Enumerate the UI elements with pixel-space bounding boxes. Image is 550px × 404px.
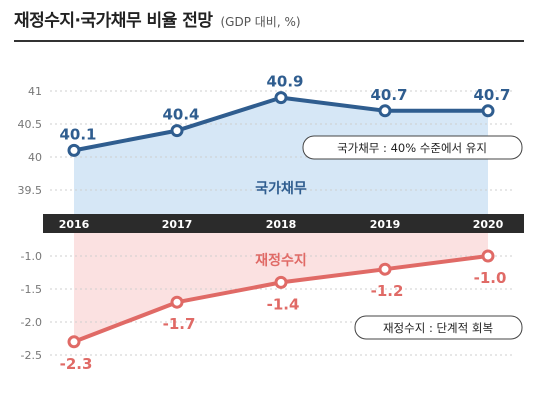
debt-data-label: 40.7 bbox=[473, 86, 510, 104]
balance-data-point bbox=[481, 249, 495, 263]
debt-data-label: 40.9 bbox=[266, 73, 303, 91]
debt-data-point bbox=[67, 143, 81, 157]
chart-subtitle: (GDP 대비, %) bbox=[220, 15, 301, 29]
debt-data-label: 40.7 bbox=[370, 86, 407, 104]
x-axis-tick-label: 2016 bbox=[59, 218, 90, 231]
debt-y-tick-label: 39.5 bbox=[18, 184, 43, 197]
balance-data-point bbox=[67, 335, 81, 349]
x-axis-tick-label: 2017 bbox=[162, 218, 193, 231]
balance-data-label: -1.4 bbox=[267, 295, 300, 313]
header-divider bbox=[14, 40, 524, 42]
debt-y-tick-label: 41 bbox=[28, 85, 42, 98]
debt-series-label: 국가채무 bbox=[255, 181, 307, 197]
balance-data-label: -2.3 bbox=[60, 355, 93, 373]
debt-annotation: 국가채무 : 40% 수준에서 유지 bbox=[337, 141, 487, 155]
debt-area-fill bbox=[74, 97, 488, 214]
debt-annotation-box bbox=[302, 135, 523, 160]
balance-data-label: -1.7 bbox=[163, 315, 196, 333]
debt-y-tick-label: 40.5 bbox=[18, 118, 43, 131]
x-axis-tick-label: 2020 bbox=[473, 218, 504, 231]
debt-data-point bbox=[481, 104, 495, 118]
chart-header: 재정수지·국가채무 비율 전망 (GDP 대비, %) bbox=[14, 6, 524, 42]
balance-data-label: -1.2 bbox=[371, 282, 404, 300]
debt-data-point bbox=[170, 124, 184, 138]
balance-data-label: -1.0 bbox=[474, 269, 507, 287]
balance-data-point bbox=[378, 262, 392, 276]
x-axis-tick-label: 2018 bbox=[266, 218, 297, 231]
debt-data-label: 40.4 bbox=[162, 106, 199, 124]
balance-y-tick-label: -2.0 bbox=[21, 316, 42, 329]
debt-y-tick-label: 40 bbox=[28, 151, 42, 164]
balance-y-tick-label: -1.5 bbox=[21, 283, 42, 296]
chart-title: 재정수지·국가채무 비율 전망 bbox=[14, 11, 213, 31]
balance-annotation: 재정수지 : 단계적 회복 bbox=[383, 321, 493, 335]
balance-area-fill bbox=[74, 233, 488, 342]
balance-y-tick-label: -1.0 bbox=[21, 250, 42, 263]
balance-y-tick-label: -2.5 bbox=[21, 349, 42, 362]
balance-data-point bbox=[274, 275, 288, 289]
x-axis-tick-label: 2019 bbox=[370, 218, 401, 231]
debt-data-point bbox=[378, 104, 392, 118]
x-axis-band bbox=[43, 214, 524, 233]
debt-data-point bbox=[274, 91, 288, 105]
balance-series-label: 재정수지 bbox=[255, 252, 307, 269]
debt-data-label: 40.1 bbox=[59, 125, 96, 143]
balance-annotation-box bbox=[354, 315, 523, 340]
balance-data-point bbox=[170, 295, 184, 309]
